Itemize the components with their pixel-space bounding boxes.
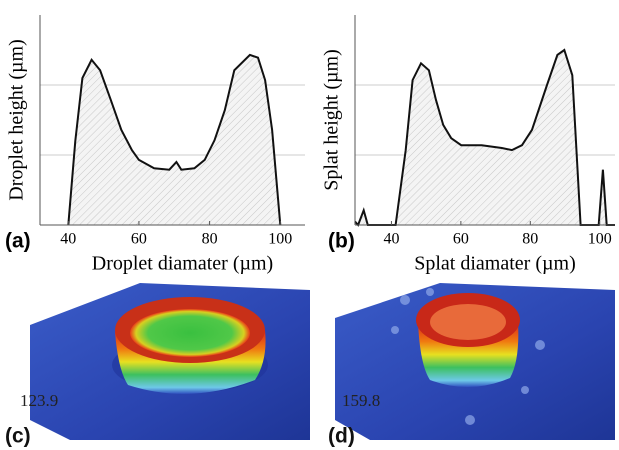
scale-value: 159.8 (342, 391, 380, 410)
charts: 40 60 80 100 Droplet diamater (µm) Droplet he… (5, 15, 615, 275)
x-axis-label: Droplet diamater (µm) (92, 253, 273, 275)
surface-image-c (30, 283, 310, 440)
area-fill (68, 54, 281, 226)
profile-line (67, 53, 282, 226)
scale-value: 123.9 (20, 391, 58, 410)
x-tick-label: 80 (202, 231, 218, 248)
panel-label: (a) (5, 230, 31, 253)
panel-label: (b) (328, 230, 355, 253)
surface-image-d (335, 283, 615, 440)
x-tick-label: 60 (131, 231, 147, 248)
y-axis-label: Droplet height (µm) (6, 39, 28, 200)
area-fill (355, 50, 615, 225)
x-tick-label: 40 (60, 231, 76, 248)
x-tick-label: 40 (383, 231, 399, 248)
profile-line (354, 48, 615, 227)
panel-label: (c) (5, 425, 31, 448)
y-axis-label: Splat height (µm) (321, 49, 343, 191)
x-axis-label: Splat diamater (µm) (414, 253, 575, 275)
panel-label: (d) (328, 425, 355, 448)
x-tick-label: 100 (268, 231, 292, 248)
x-tick-label: 100 (588, 231, 612, 248)
x-tick-label: 80 (522, 231, 538, 248)
x-tick-label: 60 (453, 231, 469, 248)
